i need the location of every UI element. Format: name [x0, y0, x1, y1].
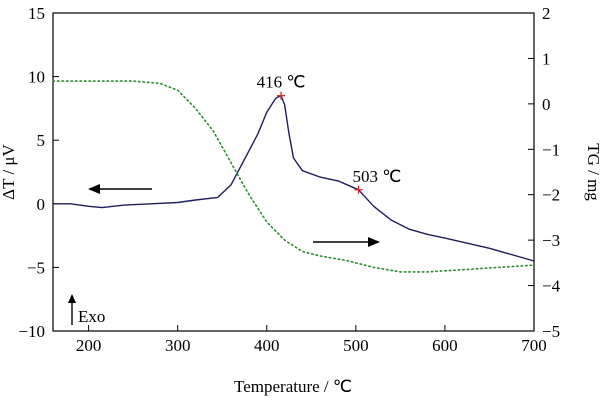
y-right-tick-label: −3 [542, 231, 560, 250]
plot-frame [52, 12, 535, 332]
y-right-tick-label: −4 [542, 277, 561, 296]
x-tick-label: 400 [254, 336, 280, 355]
left-axis-arrow [88, 184, 152, 194]
x-tick-label: 500 [343, 336, 369, 355]
y-left-axis-title: ΔT / μV [0, 143, 18, 199]
y-left-tick-label: 15 [28, 4, 45, 23]
x-tick-label: 200 [76, 336, 102, 355]
y-left-tick-label: 10 [28, 68, 45, 87]
y-right-axis-title: TG / mg [584, 143, 600, 201]
x-tick-label: 300 [165, 336, 191, 355]
y-left-tick-label: −10 [18, 322, 45, 341]
dta-curve [52, 94, 535, 262]
x-axis-title: Temperature / ℃ [234, 377, 352, 396]
y-right-tick-label: −5 [542, 322, 560, 341]
x-tick-label: 700 [521, 336, 547, 355]
y-left-tick-label: 0 [37, 195, 46, 214]
x-tick-label: 600 [432, 336, 458, 355]
exo-arrow-head [68, 294, 76, 303]
y-right-tick-label: 1 [542, 49, 551, 68]
peak-marker [354, 185, 363, 194]
annotation-layer: 416 ℃ 503 ℃ [257, 73, 402, 194]
series-layer [52, 80, 535, 273]
y-right-tick-label: −2 [542, 186, 560, 205]
y-left-tick-label: −5 [27, 258, 45, 277]
tg-curve [52, 80, 535, 273]
peak-label: 503 ℃ [353, 167, 402, 186]
exo-label: Exo [78, 307, 105, 326]
y-right-tick-label: −1 [542, 140, 560, 159]
peak-label: 416 ℃ [257, 73, 306, 92]
y-right-tick-label: 0 [542, 95, 551, 114]
exo-indicator: Exo [68, 294, 105, 326]
y-left-tick-label: 5 [37, 131, 46, 150]
right-axis-arrow [313, 237, 380, 247]
ticks-layer: 200 300 400 500 600 700−10−5051015−5−4−3−2−10… [18, 4, 560, 355]
peak-marker [277, 91, 286, 100]
y-right-tick-label: 2 [542, 4, 551, 23]
